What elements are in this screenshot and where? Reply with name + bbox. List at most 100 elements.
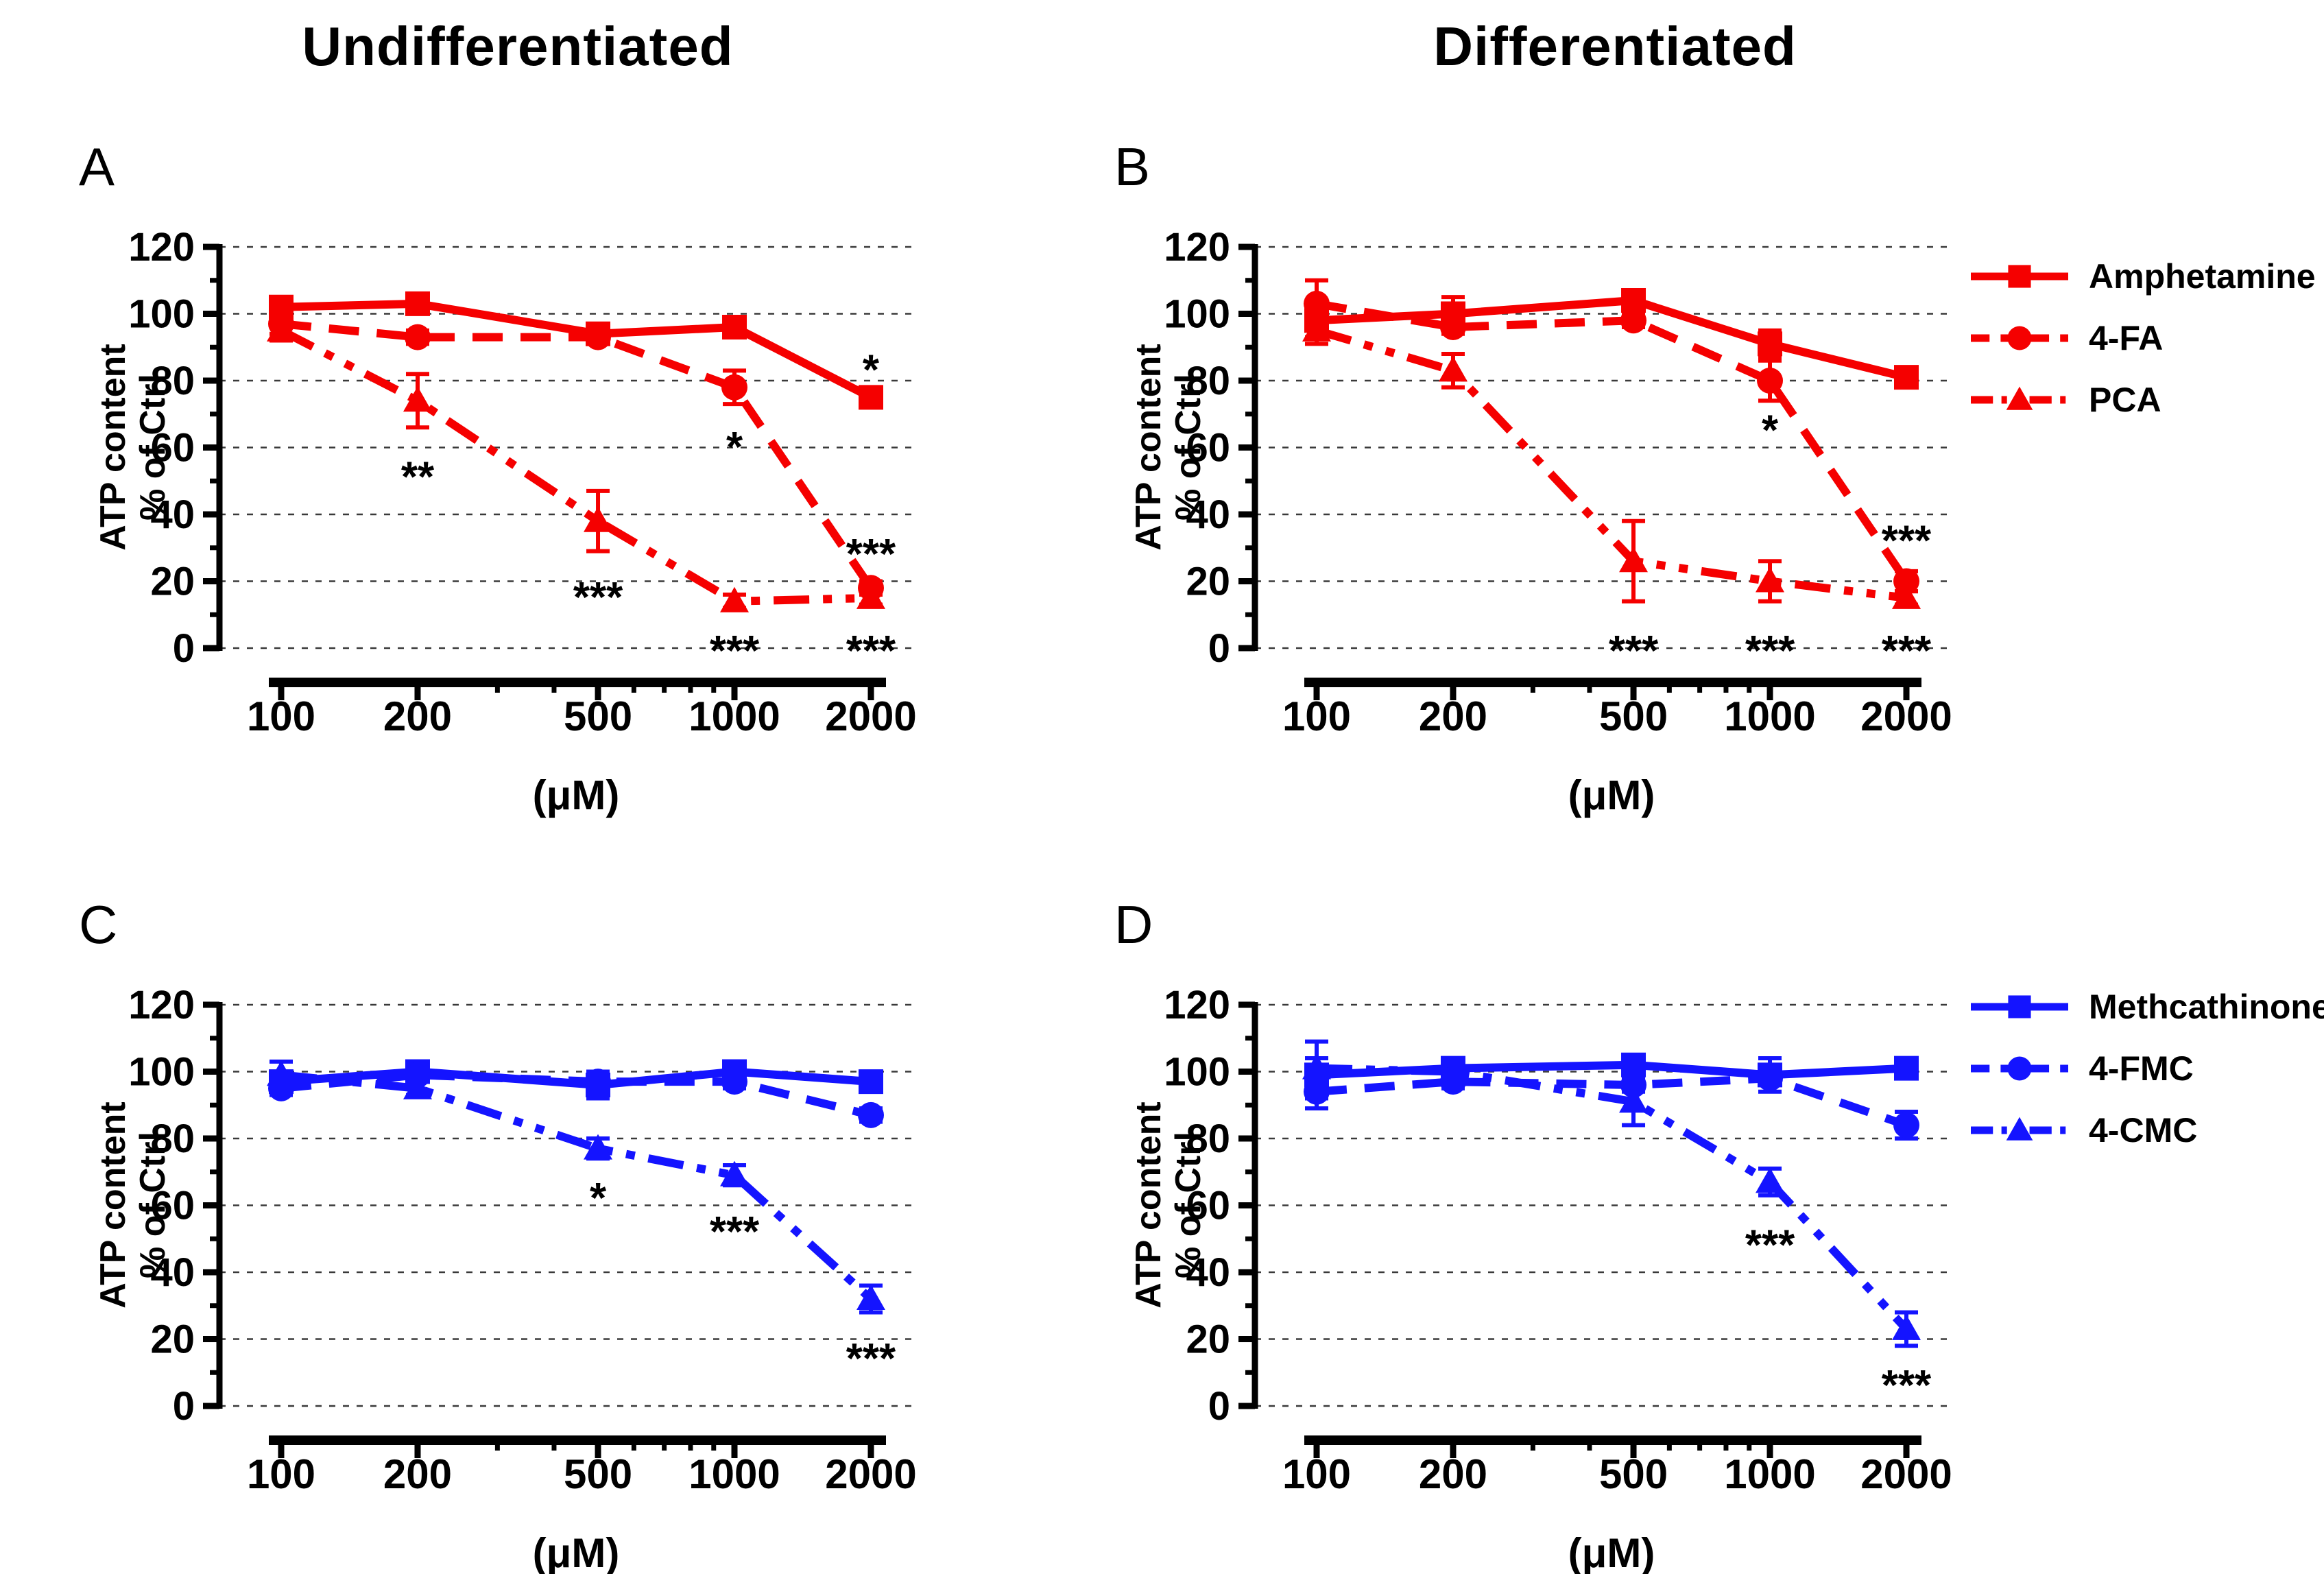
- triangle-marker-icon: [267, 315, 296, 342]
- circle-marker-icon: [1304, 1078, 1330, 1105]
- x-tick-label: 500: [1599, 693, 1668, 739]
- square-marker-icon: [1894, 365, 1919, 390]
- y-axis-title: ATP content% of Ctrl: [1129, 344, 1208, 550]
- series-line-PCA: [279, 326, 872, 606]
- triangle-marker-icon: [403, 386, 432, 412]
- significance-annotation: ***: [1745, 628, 1795, 675]
- x-axis-title: (μM): [533, 1530, 620, 1574]
- x-tick-label: 2000: [825, 1451, 916, 1497]
- legend-item-4-CMC: 4-CMC: [1968, 1099, 2324, 1161]
- y-tick-label: 120: [128, 983, 195, 1027]
- y-tick-label: 80: [150, 1117, 195, 1161]
- triangle-marker-icon: [2006, 1117, 2033, 1141]
- circle-marker-icon: [585, 1069, 612, 1095]
- y-tick-label: 120: [1164, 225, 1230, 270]
- y-tick-label: 120: [128, 225, 195, 270]
- series-line-Amphetamine: [1316, 296, 1908, 381]
- y-axis-title-line2: % of Ctrl: [1169, 374, 1208, 521]
- y-tick-label: 100: [1164, 292, 1230, 337]
- series-line-4-FA: [280, 320, 874, 591]
- triangle-marker-icon: [856, 583, 885, 609]
- x-tick-label: 2000: [1860, 693, 1952, 739]
- series-line-4-CMC: [1316, 1064, 1910, 1332]
- series-Amphetamine: [1304, 288, 1919, 390]
- series-line-Methcathinone: [1316, 1060, 1907, 1080]
- y-axis-title-line1: ATP content: [1129, 1101, 1169, 1308]
- column-title-undifferentiated: Undifferentiated: [302, 16, 734, 77]
- significance-annotation: ***: [1609, 628, 1659, 675]
- y-axis-title-line1: ATP content: [93, 344, 133, 550]
- y-axis-title-line1: ATP content: [93, 1101, 133, 1308]
- y-tick-label: 40: [1186, 492, 1230, 537]
- y-axis-title: ATP content% of Ctrl: [1129, 1101, 1208, 1308]
- legend-item-PCA: PCA: [1968, 369, 2316, 431]
- circle-marker-icon: [1304, 290, 1330, 317]
- y-tick-label: 60: [1186, 1184, 1230, 1228]
- x-tick-label: 1000: [688, 1451, 780, 1497]
- y-tick-label: 60: [150, 1184, 195, 1228]
- triangle-legend-sample-icon: [1971, 1117, 2068, 1141]
- y-tick-label: 40: [1186, 1250, 1230, 1295]
- triangle-marker-icon: [1756, 567, 1785, 593]
- significance-annotation: ***: [1882, 517, 1932, 564]
- circle-marker-icon: [1893, 568, 1919, 595]
- y-tick-label: 100: [128, 1050, 195, 1095]
- circle-marker-icon: [1893, 1112, 1919, 1138]
- triangle-marker-icon: [856, 1285, 885, 1310]
- series-line-Amphetamine: [280, 299, 873, 401]
- triangle-marker-icon: [720, 1160, 750, 1187]
- y-tick-label: 80: [150, 359, 195, 403]
- triangle-marker-icon: [1892, 1314, 1921, 1340]
- panel-label-a: A: [79, 136, 115, 197]
- square-marker-icon: [405, 291, 430, 316]
- square-marker-icon: [2008, 995, 2031, 1018]
- y-tick-label: 20: [150, 1317, 195, 1362]
- x-tick-label: 100: [247, 1451, 315, 1497]
- y-axis-title: ATP content% of Ctrl: [93, 344, 173, 550]
- triangle-marker-icon: [403, 1073, 432, 1099]
- y-tick-label: 0: [1208, 1384, 1230, 1429]
- circle-marker-icon: [2007, 326, 2032, 350]
- series-line-4-CMC: [280, 1071, 874, 1302]
- significance-annotation: *: [1762, 407, 1779, 454]
- triangle-marker-icon: [1302, 315, 1331, 342]
- chart-panel-d: 0 20 40 60 80 100 120 100 200 500 1000 2000 (μM) ATP …: [1129, 983, 1952, 1574]
- triangle-marker-icon: [1619, 1087, 1649, 1113]
- triangle-legend-sample-icon: [1971, 386, 2068, 410]
- x-tick-label: 100: [1282, 1451, 1351, 1497]
- legend-label: Amphetamine: [2089, 257, 2316, 296]
- y-tick-label: 0: [173, 1384, 195, 1429]
- series-4-FA: [268, 311, 884, 601]
- circle-legend-sample-icon: [1971, 1056, 2068, 1081]
- triangle-marker-icon: [720, 586, 750, 612]
- series-line-4-FMC: [280, 1071, 872, 1119]
- triangle-marker-icon: [267, 1060, 296, 1086]
- x-axis-title: (μM): [533, 772, 620, 818]
- circle-marker-icon: [1757, 368, 1784, 394]
- chart-panel-b: 0 20 40 60 80 100 120 100 200 500 1000 2000 (μM) ATP …: [1129, 225, 1952, 818]
- x-tick-label: 200: [383, 1451, 452, 1497]
- triangle-marker-icon: [1302, 1053, 1331, 1080]
- triangle-marker-icon: [2006, 386, 2033, 410]
- circle-marker-icon: [1439, 314, 1466, 340]
- triangle-marker-icon: [1438, 1057, 1468, 1083]
- significance-annotation: ***: [846, 1335, 896, 1383]
- legend-label: Methcathinone: [2089, 988, 2324, 1026]
- triangle-marker-icon: [1619, 547, 1649, 573]
- legend-label: 4-CMC: [2089, 1111, 2198, 1149]
- series-Amphetamine: [269, 291, 883, 410]
- y-tick-label: 120: [1164, 983, 1230, 1027]
- significance-annotation: ***: [710, 1208, 760, 1256]
- square-marker-icon: [1758, 331, 1783, 357]
- triangle-marker-icon: [1892, 583, 1921, 609]
- significance-annotation: ***: [1882, 1362, 1932, 1409]
- series-line-4-FA: [1315, 299, 1910, 584]
- square-marker-icon: [1894, 1056, 1919, 1081]
- significance-annotation: *: [590, 1175, 607, 1222]
- significance-annotation: *: [726, 424, 743, 471]
- legend-item-Amphetamine: Amphetamine: [1968, 246, 2316, 307]
- legend-label: 4-FMC: [2089, 1049, 2194, 1088]
- y-tick-label: 40: [150, 492, 195, 537]
- legend-item-4-FMC: 4-FMC: [1968, 1038, 2324, 1099]
